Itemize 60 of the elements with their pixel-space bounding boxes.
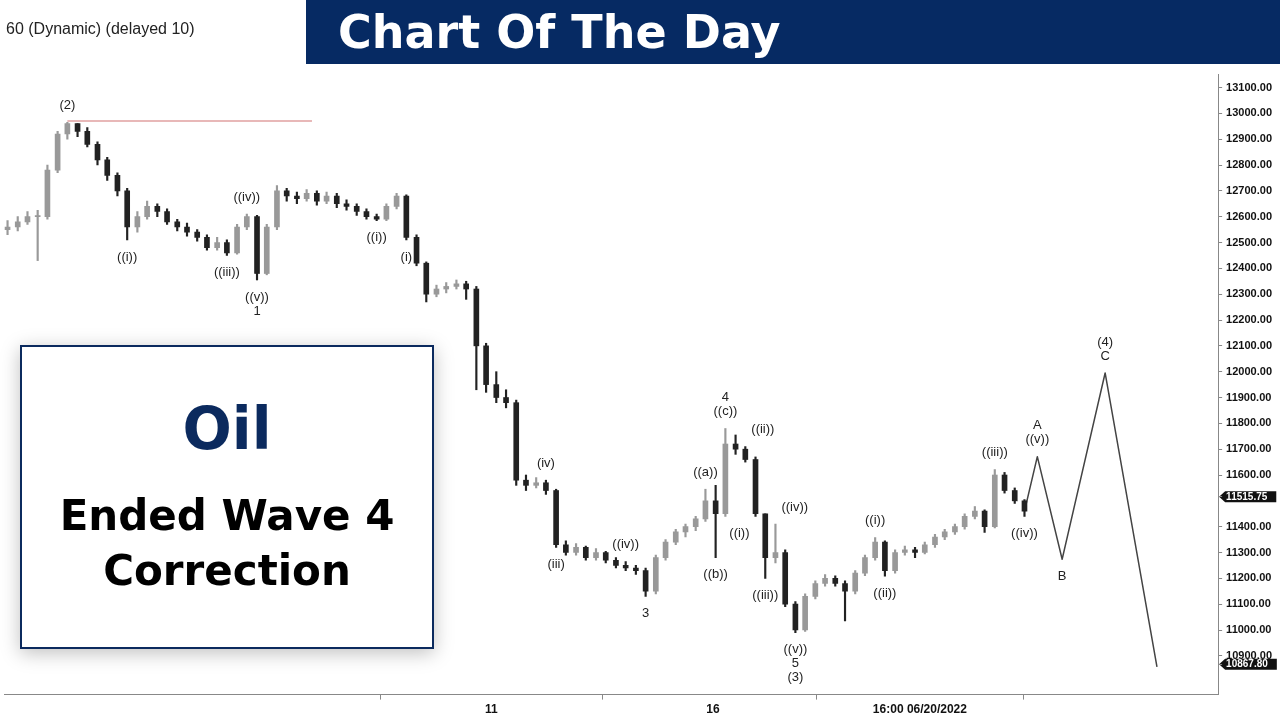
- annotation: B: [1057, 567, 1067, 583]
- annotation: ((i)): [729, 524, 750, 540]
- annotation: ((i)): [865, 512, 886, 528]
- y-tick-label: 11300.00: [1226, 545, 1272, 558]
- y-tick-label: 12900.00: [1226, 132, 1273, 145]
- x-tick-label: 16: [706, 702, 720, 717]
- annotation: ((v)): [1025, 431, 1050, 447]
- text: 60 (Dynamic) (delayed 10): [6, 20, 195, 38]
- annotation: ((ii)): [873, 584, 897, 600]
- y-tick-label: 11400.00: [1226, 519, 1272, 532]
- y-tick-label: 12400.00: [1226, 261, 1273, 274]
- annotation: ((b)): [703, 566, 728, 582]
- annotation: 3: [642, 605, 650, 621]
- x-tick-label: 11: [485, 702, 499, 717]
- y-tick-label: 11515.75: [1226, 490, 1268, 502]
- y-tick-label: 11900.00: [1226, 390, 1272, 403]
- annotation: ((iii)): [213, 264, 240, 280]
- y-tick-label: 11100.00: [1226, 597, 1271, 610]
- annotation: Ended Wave 4 Correction: [58, 490, 396, 597]
- y-tick-label: 13000.00: [1226, 106, 1273, 119]
- y-tick-label: 12000.00: [1226, 364, 1273, 377]
- annotation: (2): [59, 96, 76, 112]
- annotation: A: [1033, 417, 1042, 433]
- y-tick-label: 12300.00: [1226, 287, 1273, 300]
- y-tick-label: 12100.00: [1226, 338, 1273, 351]
- y-tick-label: 12600.00: [1226, 209, 1273, 222]
- text: Oil: [182, 395, 272, 464]
- annotation: 5: [791, 655, 800, 671]
- annotation: ((i)): [117, 248, 138, 264]
- annotation: ((c)): [713, 403, 738, 419]
- y-tick-label: 12700.00: [1226, 183, 1273, 196]
- y-tick-label: 11800.00: [1226, 416, 1272, 429]
- annotation: ((iv)): [612, 536, 640, 552]
- annotation: ((iv)): [233, 188, 261, 204]
- annotation: (4): [1097, 333, 1114, 349]
- annotation: (i): [400, 248, 413, 264]
- y-tick-label: 12500.00: [1226, 235, 1273, 248]
- annotation: (3): [787, 669, 804, 685]
- annotation: ((v)): [783, 641, 808, 657]
- annotation: (iv): [536, 454, 555, 470]
- y-tick-label: 11200.00: [1226, 571, 1272, 584]
- annotation: 4: [721, 389, 729, 405]
- chart-title: Chart Of The Day: [338, 5, 781, 59]
- y-tick-label: 11000.00: [1226, 623, 1272, 636]
- y-tick-label: 11600.00: [1226, 468, 1272, 481]
- annotation: ((iii)): [981, 444, 1008, 460]
- annotation: ((iv)): [781, 498, 809, 514]
- y-tick-label: 12800.00: [1226, 158, 1273, 171]
- annotation: ((i)): [366, 229, 387, 245]
- annotation: ((v)): [245, 288, 269, 304]
- annotation: 1: [253, 302, 261, 318]
- annotation: (iii): [547, 555, 565, 571]
- annotation: ((ii)): [751, 421, 775, 437]
- y-tick-label: 11700.00: [1226, 442, 1272, 455]
- annotation: ((iii)): [752, 586, 779, 602]
- annotation: ((a)): [693, 463, 718, 479]
- y-tick-label: 12200.00: [1226, 313, 1273, 326]
- y-tick-label: 13100.00: [1226, 80, 1273, 93]
- x-tick-label: 16:00 06/20/2022: [872, 702, 968, 717]
- annotation: ((iv)): [1011, 524, 1038, 540]
